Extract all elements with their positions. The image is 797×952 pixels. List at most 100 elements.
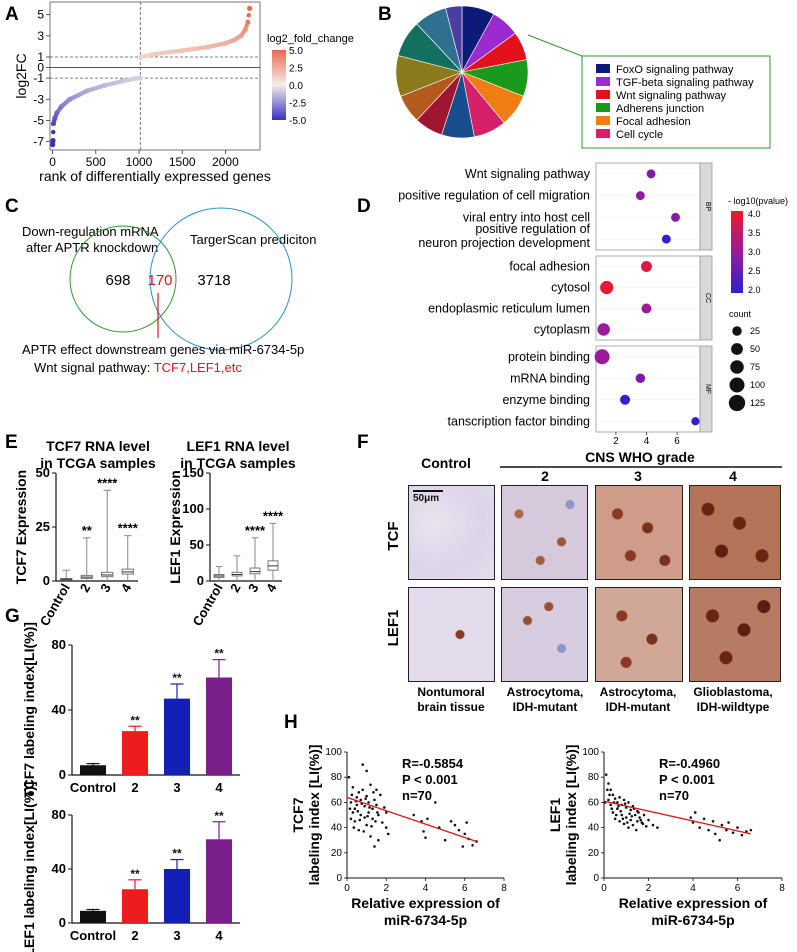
stat-n: n=70 <box>402 788 432 803</box>
micrograph-lef1-grade3 <box>595 587 683 682</box>
panel-a-x-tick-label: 2000 <box>212 155 239 169</box>
panel-a-legend-tick: -2.5 <box>289 99 307 110</box>
x-tick-label: 6 <box>735 883 741 894</box>
scatter-point <box>619 809 622 813</box>
x-tick-label: 6 <box>462 883 468 894</box>
panel-d-term-labels: Wnt signaling pathway positive regulation… <box>398 167 591 428</box>
scatter-point <box>707 828 710 832</box>
y-tick-label: 60 <box>588 797 600 808</box>
scatter-point <box>689 816 693 819</box>
panel-a-curve-point <box>50 140 56 145</box>
venn-wnt-prefix: Wnt signal pathway: <box>34 360 154 375</box>
scatter-point <box>375 803 378 807</box>
bar-significance: ** <box>130 713 140 727</box>
scatter-point <box>618 796 621 799</box>
x-tick-label: Control <box>189 581 225 629</box>
scatter-point <box>377 813 380 817</box>
venn-circle-target <box>149 207 293 351</box>
scatter-point <box>382 806 386 809</box>
panel-d-dot <box>594 349 610 365</box>
x-tick-label: 2 <box>646 883 652 894</box>
panel-d-term-label: protein binding <box>508 350 590 364</box>
panel-d-dot <box>641 303 652 314</box>
scatter-point <box>359 813 363 817</box>
panel-b-legend-label: Cell cycle <box>616 129 663 141</box>
y-tick-label: 0 <box>336 873 342 884</box>
scatter-point <box>422 830 425 833</box>
scatter-point <box>384 826 388 829</box>
panel-a-curve-point <box>244 23 249 28</box>
panel-d-term-label: endoplasmic reticulum lumen <box>428 302 590 316</box>
panel-f-row-label-lef1: LEF1 <box>385 610 402 647</box>
bar <box>79 765 107 775</box>
y-tick-label: 100 <box>182 501 204 516</box>
x-axis-label-line1: Relative expression of <box>351 895 500 911</box>
venn-circle-down <box>69 225 177 333</box>
panel-d-go-dotplot: BP CC MF Wnt signaling pathway positive reg… <box>398 162 788 447</box>
caption-grade4-2: IDH-wildtype <box>697 700 770 714</box>
panel-e-tcf7-plot: 0 25 50 TCF7 Expression Control ** 2 **** 3 **** 4 <box>13 465 139 629</box>
scatter-point <box>443 838 447 842</box>
scatter-point <box>651 823 655 827</box>
panel-d-size-legend-title: count <box>729 309 752 319</box>
panel-d-size-tick: 75 <box>750 362 760 372</box>
bar <box>121 731 149 775</box>
scatter-point <box>379 793 382 797</box>
x-tick-label: Control <box>70 780 116 795</box>
x-tick-label: 2 <box>383 883 389 894</box>
panel-d-term-label: tanscription factor binding <box>448 414 590 428</box>
panel-letter-f: F <box>357 432 369 453</box>
micrograph-lef1-grade4 <box>689 587 781 682</box>
panel-d-dot <box>691 417 700 426</box>
scatter-point <box>412 813 416 817</box>
scatter-point <box>736 826 739 829</box>
panel-letter-c: C <box>5 196 19 217</box>
panel-d-color-bar <box>731 211 743 293</box>
scatter-point <box>623 802 627 805</box>
panel-d-facet-label: BP <box>704 202 711 212</box>
scatter-point <box>377 838 380 842</box>
bar <box>163 869 191 923</box>
x-tick-label: 3 <box>173 928 180 943</box>
panel-d-dot <box>620 394 631 405</box>
panel-g-tcf7-plot: 0 40 80 TCF7 labeling index[LI(%)] Control **… <box>21 622 240 798</box>
panel-a-y-tick-label: -7 <box>33 135 44 149</box>
caption-control-2: brain tissue <box>417 700 485 714</box>
panel-b-legend-swatch <box>596 90 610 99</box>
y-axis-label-rest: labeling index [LI(%)] <box>306 745 322 886</box>
panel-letter-b: B <box>378 4 392 25</box>
venn-overlap-count: 170 <box>147 272 172 289</box>
panel-d-size-tick: 100 <box>750 380 765 390</box>
panel-a-points <box>49 5 253 148</box>
x-tick-label: 2 <box>227 581 244 595</box>
scatter-point <box>698 826 701 829</box>
x-tick-label: 3 <box>97 581 114 595</box>
panel-b-legend-box <box>581 55 771 149</box>
y-tick-label: 80 <box>52 637 66 652</box>
panel-letters: A B C D E F G H <box>5 4 392 733</box>
y-tick-label: 50 <box>36 465 50 480</box>
scatter-point <box>636 820 639 823</box>
x-tick-label: 4 <box>215 780 223 795</box>
panel-g-lef1-plot: 0 40 80 LEF1 labeling index[LI(%)] Control **… <box>21 781 240 952</box>
scatter-point <box>371 817 374 821</box>
scatter-point <box>647 818 650 822</box>
scatter-point <box>351 785 355 789</box>
panel-letter-a: A <box>5 4 19 25</box>
x-tick-label: 2 <box>77 581 94 595</box>
y-tick-label: 80 <box>52 807 66 822</box>
scatter-point <box>361 788 365 792</box>
scatter-point <box>702 817 706 821</box>
panel-d-dot <box>600 280 614 295</box>
panel-a-reference-lines <box>50 2 260 150</box>
box-significance: **** <box>263 508 284 523</box>
venn-wnt-text: Wnt signal pathway: TCF7,LEF1,etc <box>34 360 242 375</box>
scatter-point <box>725 828 728 832</box>
bar-significance: ** <box>214 647 224 661</box>
scatter-point <box>610 807 614 810</box>
scatter-point <box>622 822 626 826</box>
y-tick-label: 0 <box>43 573 50 588</box>
scatter-point <box>376 811 379 814</box>
box-significance: **** <box>97 475 118 490</box>
